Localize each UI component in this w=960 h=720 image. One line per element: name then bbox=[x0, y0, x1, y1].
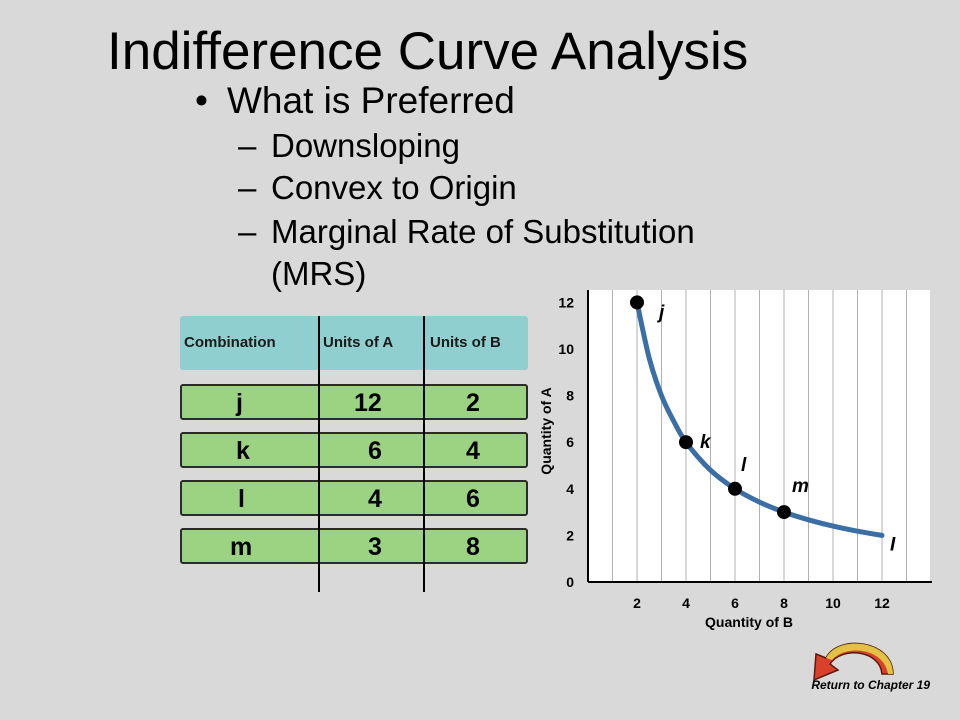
y-tick-label: 4 bbox=[566, 481, 574, 497]
grid-lines bbox=[612, 290, 932, 582]
table-row: j 12 2 bbox=[180, 384, 528, 420]
return-arrow-icon[interactable] bbox=[798, 630, 918, 690]
cell-units-a: 6 bbox=[368, 437, 382, 465]
point-k bbox=[679, 435, 693, 450]
x-axis-label: Quantity of B bbox=[705, 614, 793, 630]
cell-combination: l bbox=[238, 485, 245, 513]
x-tick-label: 10 bbox=[825, 595, 841, 611]
cell-combination: j bbox=[236, 389, 243, 417]
bullet-dot: • bbox=[195, 80, 208, 121]
bullet-text: What is Preferred bbox=[227, 80, 515, 121]
cell-combination: k bbox=[236, 437, 250, 465]
point-label-j: j bbox=[656, 302, 665, 323]
sub-text: Convex to Origin bbox=[271, 169, 517, 206]
sub-text: Marginal Rate of Substitution bbox=[271, 213, 695, 250]
point-m bbox=[777, 505, 791, 520]
cell-combination: m bbox=[230, 533, 253, 561]
x-tick-label: 6 bbox=[731, 595, 739, 611]
point-j bbox=[630, 295, 644, 310]
curve-label: I bbox=[890, 534, 896, 555]
slide-title: Indifference Curve Analysis bbox=[107, 22, 749, 81]
point-label-l: l bbox=[741, 455, 747, 476]
y-tick-label: 2 bbox=[566, 527, 574, 543]
cell-units-b: 2 bbox=[466, 389, 480, 417]
sub-dash: – bbox=[238, 213, 257, 250]
cell-units-b: 6 bbox=[466, 485, 480, 513]
tick-labels: 2 4 6 8 10 12 0 2 4 6 8 10 12 bbox=[558, 294, 890, 611]
point-l bbox=[728, 481, 742, 496]
y-tick-label: 8 bbox=[566, 388, 574, 404]
column-divider bbox=[423, 316, 425, 592]
sub-text: Downsloping bbox=[271, 127, 460, 164]
y-tick-label: 10 bbox=[558, 341, 574, 357]
y-tick-label: 6 bbox=[566, 434, 574, 450]
x-tick-label: 4 bbox=[682, 595, 690, 611]
header-units-a: Units of A bbox=[323, 334, 394, 351]
y-tick-label: 0 bbox=[566, 574, 574, 590]
return-to-chapter-link[interactable]: Return to Chapter 19 bbox=[811, 678, 930, 692]
table-row: k 6 4 bbox=[180, 432, 528, 468]
header-combination: Combination bbox=[184, 334, 276, 351]
x-tick-label: 8 bbox=[780, 595, 788, 611]
sub-dash: – bbox=[238, 169, 257, 206]
y-tick-label: 12 bbox=[558, 294, 574, 310]
bullet-main: • What is Preferred bbox=[195, 80, 515, 122]
column-divider bbox=[318, 316, 320, 592]
cell-units-b: 4 bbox=[466, 437, 480, 465]
indifference-curve bbox=[634, 299, 885, 538]
table-row: l 4 6 bbox=[180, 480, 528, 516]
cell-units-a: 12 bbox=[354, 389, 382, 417]
header-units-b: Units of B bbox=[430, 334, 501, 351]
sub-text: (MRS) bbox=[271, 255, 367, 292]
table-row: m 3 8 bbox=[180, 528, 528, 564]
x-tick-label: 2 bbox=[633, 595, 641, 611]
y-axis-label: Quantity of A bbox=[538, 387, 554, 474]
plot-area bbox=[588, 290, 932, 582]
table-header: Combination Units of A Units of B bbox=[180, 316, 528, 370]
cell-units-a: 3 bbox=[368, 533, 382, 561]
point-label-k: k bbox=[700, 432, 712, 453]
marked-points: j k l m bbox=[630, 295, 809, 520]
axes bbox=[587, 290, 932, 583]
cell-units-a: 4 bbox=[368, 485, 382, 513]
cell-units-b: 8 bbox=[466, 533, 480, 561]
x-tick-label: 12 bbox=[874, 595, 890, 611]
sub-dash: – bbox=[238, 127, 257, 164]
point-label-m: m bbox=[792, 476, 809, 497]
